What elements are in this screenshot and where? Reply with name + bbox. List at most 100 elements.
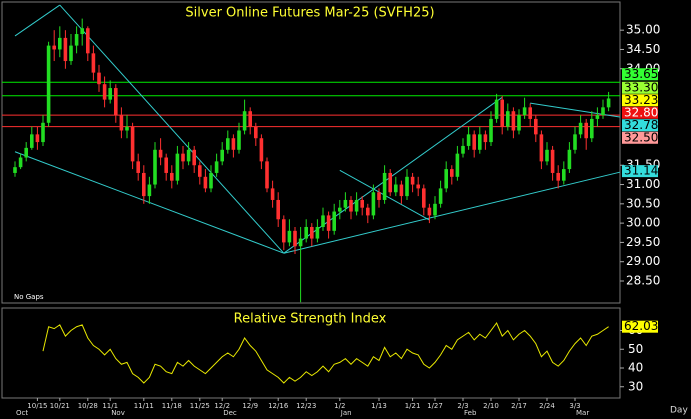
candle-body <box>91 53 96 73</box>
x-tick-label: 12/2 <box>214 402 230 410</box>
candle-body <box>466 134 471 146</box>
chart-title: Silver Online Futures Mar-25 (SVFH25) <box>185 6 434 21</box>
x-tick-label: 11/25 <box>190 402 210 410</box>
candle-body <box>545 149 549 162</box>
candle-body <box>556 172 560 181</box>
month-label: Dec <box>223 409 237 417</box>
candle-body <box>500 99 504 127</box>
candle-body <box>237 130 241 150</box>
candle-body <box>478 134 482 150</box>
candle-body <box>494 99 499 119</box>
price-label: 32.78 <box>624 118 658 132</box>
trendline <box>283 171 620 254</box>
candle-body <box>181 153 185 162</box>
candle-body <box>265 161 269 189</box>
candle-body <box>74 34 79 46</box>
candle-body <box>511 111 516 131</box>
price-label-bg <box>622 119 658 132</box>
candle-body <box>405 176 409 197</box>
candle-body <box>562 169 566 181</box>
candle-body <box>63 37 68 62</box>
candle-body <box>86 28 90 54</box>
candle-body <box>270 188 275 200</box>
candle-body <box>338 207 342 212</box>
gap-note: No Gaps <box>14 293 44 301</box>
y-tick-label: 29.00 <box>626 254 660 268</box>
trendline <box>530 102 620 118</box>
candle-body <box>231 138 236 150</box>
candle-body <box>489 118 493 143</box>
candle-body <box>517 115 521 131</box>
x-tick-label: 12/9 <box>242 402 258 410</box>
y-tick-label: 30.00 <box>626 216 660 230</box>
rsi-title: Relative Strength Index <box>234 312 387 327</box>
candle-body <box>282 219 286 243</box>
price-label-bg <box>622 68 658 81</box>
candle-body <box>433 203 437 216</box>
x-tick-label: 3/3 <box>569 402 580 410</box>
month-label: Oct <box>16 409 28 417</box>
candle-body <box>242 111 247 131</box>
candle-body <box>198 165 202 177</box>
candle-body <box>254 126 258 139</box>
y-tick-label: 30.50 <box>626 196 660 210</box>
candle-body <box>310 226 314 239</box>
candle-body <box>192 149 196 166</box>
candle-body <box>483 134 488 143</box>
candle-body <box>30 134 34 148</box>
candle-body <box>226 138 230 150</box>
price-label: 31.14 <box>624 164 658 178</box>
candle-body <box>170 172 174 181</box>
candle-body <box>321 215 325 227</box>
candle-body <box>220 149 224 162</box>
candle-body <box>130 126 135 162</box>
candle-body <box>472 134 476 150</box>
rsi-label-bg <box>622 320 658 333</box>
rsi-tick-label: 50 <box>628 342 643 356</box>
candle-body <box>332 211 336 231</box>
candle-body <box>422 188 426 208</box>
candle-body <box>578 122 583 135</box>
candle-body <box>186 149 191 162</box>
candle-body <box>595 115 600 119</box>
candle-body <box>567 149 572 170</box>
candle-body <box>41 122 45 143</box>
candle-body <box>102 84 107 100</box>
candle-body <box>158 149 163 158</box>
candle-body <box>539 134 544 162</box>
candle-body <box>276 199 280 220</box>
candle-body <box>550 149 555 173</box>
candle-body <box>584 122 588 139</box>
candle-body <box>108 88 112 100</box>
candle-body <box>214 161 219 173</box>
candle-body <box>147 184 152 197</box>
price-panel <box>1 1 621 304</box>
candle-body <box>354 199 359 212</box>
candle-body <box>97 72 101 85</box>
candle-body <box>590 118 594 139</box>
trendline <box>59 4 285 254</box>
candle-body <box>164 157 168 173</box>
candle-body <box>522 107 527 116</box>
candle-body <box>209 172 213 189</box>
period-label: Day <box>670 406 688 416</box>
price-label-bg <box>622 81 658 94</box>
rsi-tick-label: 40 <box>628 361 643 375</box>
candle-body <box>175 153 180 181</box>
candle-body <box>399 184 404 197</box>
candle-body <box>293 230 297 247</box>
candle-body <box>360 199 364 208</box>
x-tick-label: 10/15 <box>27 402 47 410</box>
price-label: 32.80 <box>624 105 658 119</box>
x-tick-label: 2/3 <box>457 402 468 410</box>
rsi-tick-label: 30 <box>628 379 643 393</box>
candle-body <box>58 37 62 50</box>
x-tick-label: 2/10 <box>483 402 499 410</box>
y-tick-label: 28.50 <box>626 274 660 288</box>
candle-body <box>601 107 605 116</box>
rsi-line <box>42 322 609 384</box>
candle-body <box>528 107 532 119</box>
candle-body <box>371 192 376 216</box>
month-label: Feb <box>464 409 477 417</box>
